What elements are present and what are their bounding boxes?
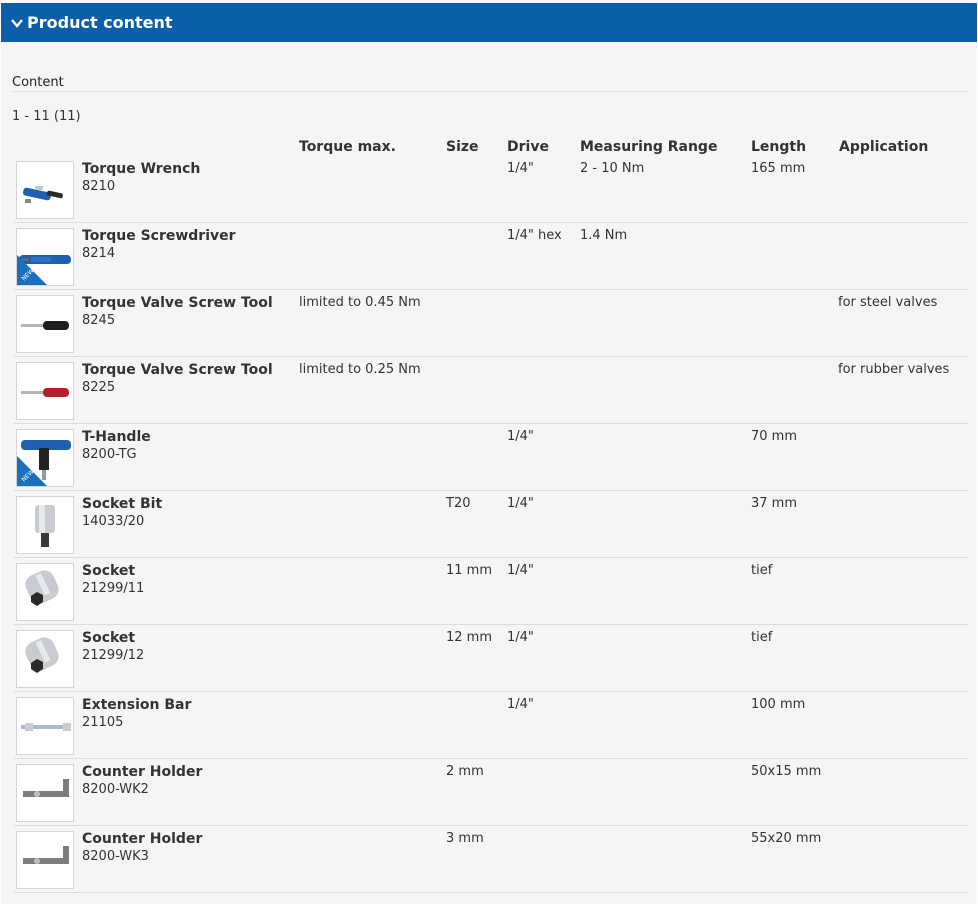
col-header-length: Length: [751, 139, 807, 155]
drive-value: 1/4": [507, 563, 534, 578]
product-thumbnail[interactable]: [16, 295, 74, 353]
drive-value: 1/4": [507, 429, 534, 444]
product-thumbnail[interactable]: [16, 161, 74, 219]
torque-value: limited to 0.25 Nm: [299, 362, 421, 377]
result-range: 1 - 11 (11): [12, 109, 81, 124]
product-name-link[interactable]: Torque Wrench: [82, 161, 201, 177]
product-number: 8200-TG: [82, 447, 137, 462]
col-header-drive: Drive: [507, 139, 549, 155]
product-row[interactable]: Torque Valve Screw Tool 8245 limited to 0.…: [14, 290, 968, 357]
product-row[interactable]: NEW T-Handle 8200-TG 1/4" 70 mm: [14, 424, 968, 491]
drive-value: 1/4": [507, 630, 534, 645]
product-content-panel: Content 1 - 11 (11) Torque max. Size Dri…: [1, 42, 977, 904]
product-name-link[interactable]: Extension Bar: [82, 697, 192, 713]
product-row[interactable]: Extension Bar 21105 1/4" 100 mm: [14, 692, 968, 759]
length-value: 37 mm: [751, 496, 798, 511]
length-value: 165 mm: [751, 161, 806, 176]
size-value: T20: [446, 496, 471, 511]
product-row[interactable]: Counter Holder 8200-WK2 2 mm 50x15 mm: [14, 759, 968, 826]
product-name-link[interactable]: Socket Bit: [82, 496, 163, 512]
size-value: 12 mm: [446, 630, 493, 645]
t-handle-icon: [21, 440, 71, 480]
panel-title: Product content: [27, 13, 173, 32]
counter-holder-icon: [23, 779, 69, 797]
product-thumbnail[interactable]: NEW: [16, 228, 74, 286]
product-thumbnail[interactable]: [16, 362, 74, 420]
length-value: 100 mm: [751, 697, 806, 712]
product-number: 8214: [82, 246, 116, 261]
length-value: tief: [751, 630, 773, 645]
col-header-size: Size: [446, 139, 479, 155]
chevron-down-icon: [11, 18, 23, 28]
product-name-link[interactable]: T-Handle: [82, 429, 151, 445]
product-number: 8200-WK3: [82, 849, 149, 864]
length-value: 70 mm: [751, 429, 798, 444]
product-row[interactable]: Socket Bit 14033/20 T20 1/4" 37 mm: [14, 491, 968, 558]
product-row[interactable]: NEW Torque Screwdriver 8214 1/4" hex 1.4 Nm: [14, 223, 968, 290]
torque-value: limited to 0.45 Nm: [299, 295, 421, 310]
divider: [12, 91, 968, 92]
drive-value: 1/4": [507, 496, 534, 511]
product-thumbnail[interactable]: [16, 630, 74, 688]
socket-icon: [25, 570, 59, 606]
product-row[interactable]: Torque Valve Screw Tool 8225 limited to 0.…: [14, 357, 968, 424]
product-name-link[interactable]: Socket: [82, 563, 136, 579]
product-name-link[interactable]: Counter Holder: [82, 831, 203, 847]
product-number: 8210: [82, 179, 116, 194]
product-row[interactable]: Socket 21299/11 11 mm 1/4" tief: [14, 558, 968, 625]
product-name-link[interactable]: Socket: [82, 630, 136, 646]
product-name-link[interactable]: Torque Valve Screw Tool: [82, 295, 273, 311]
product-thumbnail[interactable]: NEW: [16, 429, 74, 487]
product-number: 21105: [82, 715, 124, 730]
product-name-link[interactable]: Torque Valve Screw Tool: [82, 362, 273, 378]
torque-screwdriver-icon: [19, 255, 71, 264]
length-value: 55x20 mm: [751, 831, 822, 846]
product-thumbnail[interactable]: [16, 764, 74, 822]
counter-holder-icon: [23, 846, 69, 864]
drive-value: 1/4": [507, 161, 534, 176]
product-row[interactable]: Torque Wrench 8210 1/4" 2 - 10 Nm 165 mm: [14, 156, 968, 223]
valve-tool-red-icon: [21, 388, 69, 397]
size-value: 3 mm: [446, 831, 484, 846]
drive-value: 1/4" hex: [507, 228, 562, 243]
length-value: tief: [751, 563, 773, 578]
product-thumbnail[interactable]: [16, 831, 74, 889]
socket-icon: [25, 637, 59, 673]
application-value: for rubber valves: [838, 362, 950, 377]
product-name-link[interactable]: Torque Screwdriver: [82, 228, 236, 244]
extension-bar-icon: [21, 723, 71, 731]
product-name-link[interactable]: Counter Holder: [82, 764, 203, 780]
product-number: 8245: [82, 313, 116, 328]
size-value: 2 mm: [446, 764, 484, 779]
drive-value: 1/4": [507, 697, 534, 712]
application-value: for steel valves: [838, 295, 938, 310]
measuring-range-value: 1.4 Nm: [580, 228, 628, 243]
section-label: Content: [12, 75, 64, 90]
product-content-toggle[interactable]: Product content: [1, 3, 977, 42]
product-number: 8225: [82, 380, 116, 395]
product-thumbnail[interactable]: [16, 697, 74, 755]
product-row[interactable]: Socket 21299/12 12 mm 1/4" tief: [14, 625, 968, 692]
measuring-range-value: 2 - 10 Nm: [580, 161, 645, 176]
col-header-torque: Torque max.: [299, 139, 396, 155]
product-number: 21299/12: [82, 648, 145, 663]
product-row[interactable]: Counter Holder 8200-WK3 3 mm 55x20 mm: [14, 826, 968, 893]
product-thumbnail[interactable]: [16, 496, 74, 554]
socket-bit-icon: [35, 505, 55, 547]
new-badge-icon: NEW: [17, 255, 47, 285]
product-number: 14033/20: [82, 514, 145, 529]
product-number: 21299/11: [82, 581, 145, 596]
product-number: 8200-WK2: [82, 782, 149, 797]
torque-wrench-icon: [23, 186, 63, 203]
valve-tool-black-icon: [21, 321, 69, 330]
size-value: 11 mm: [446, 563, 493, 578]
col-header-range: Measuring Range: [580, 139, 718, 155]
col-header-application: Application: [839, 139, 929, 155]
product-thumbnail[interactable]: [16, 563, 74, 621]
length-value: 50x15 mm: [751, 764, 822, 779]
new-badge-icon: NEW: [17, 456, 47, 486]
